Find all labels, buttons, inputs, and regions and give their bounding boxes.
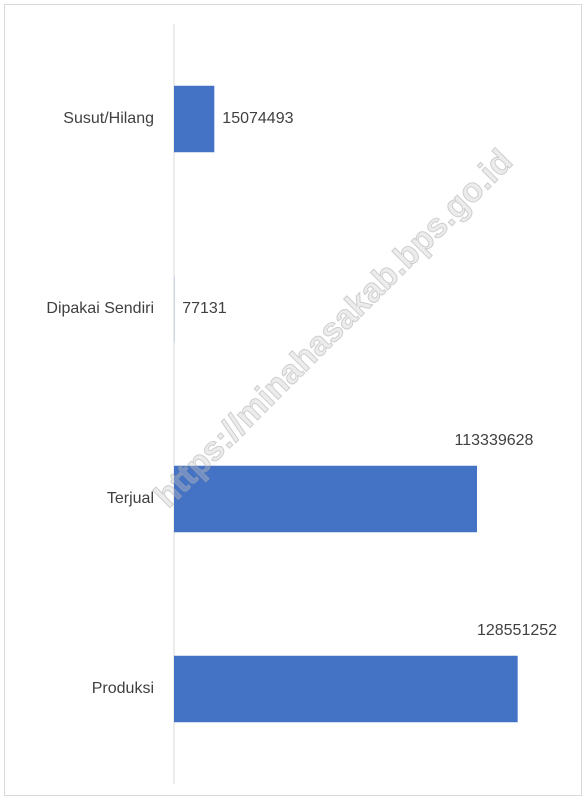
- data-label: 15074493: [222, 110, 293, 127]
- data-label: 128551252: [477, 622, 557, 639]
- y-tick-label: Dipakai Sendiri: [46, 300, 154, 317]
- data-label: 77131: [182, 300, 227, 317]
- y-tick-label: Produksi: [92, 680, 154, 697]
- bar: [174, 465, 477, 533]
- bar: [174, 655, 518, 723]
- y-tick-label: Terjual: [107, 490, 154, 507]
- bar: [174, 85, 215, 153]
- y-tick-label: Susut/Hilang: [63, 110, 154, 127]
- data-label: 113339628: [455, 432, 534, 449]
